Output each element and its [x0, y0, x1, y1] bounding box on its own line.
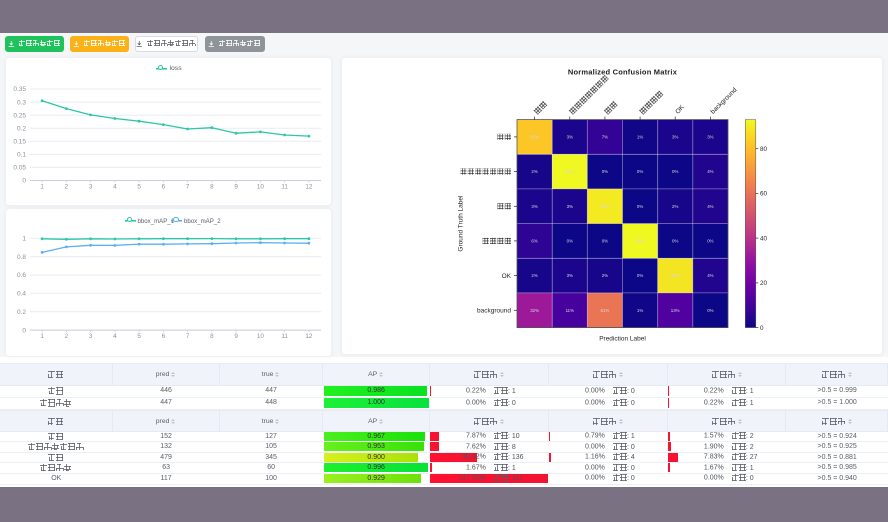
svg-text:0.2: 0.2 [17, 125, 26, 132]
svg-text:61%: 61% [601, 308, 610, 313]
svg-text:0.15: 0.15 [13, 139, 26, 146]
svg-text:0%: 0% [672, 238, 678, 243]
svg-text:0.35: 0.35 [13, 86, 26, 93]
svg-text:background: background [477, 308, 511, 315]
svg-text:0%: 0% [707, 308, 713, 313]
svg-text:7: 7 [186, 333, 190, 340]
svg-text:4%: 4% [707, 169, 713, 174]
svg-text:93%: 93% [636, 238, 645, 243]
svg-text:3: 3 [89, 333, 93, 340]
svg-text:3%: 3% [707, 134, 713, 139]
svg-text:2%: 2% [531, 273, 537, 278]
svg-text:12: 12 [305, 183, 313, 190]
svg-text:0.25: 0.25 [13, 112, 26, 119]
svg-text:3%: 3% [567, 204, 573, 209]
svg-text:10: 10 [257, 333, 265, 340]
svg-text:0.1: 0.1 [17, 152, 26, 159]
svg-text:2: 2 [65, 333, 69, 340]
svg-text:8: 8 [210, 183, 214, 190]
svg-text:1%: 1% [637, 308, 643, 313]
svg-text:0: 0 [22, 327, 26, 334]
svg-text:0.2: 0.2 [17, 309, 26, 316]
svg-text:0.8: 0.8 [17, 254, 26, 261]
svg-text:1: 1 [40, 183, 44, 190]
svg-text:background: background [709, 86, 738, 115]
svg-text:0%: 0% [602, 169, 608, 174]
svg-text:4: 4 [113, 333, 117, 340]
svg-text:80: 80 [760, 146, 768, 153]
svg-text:82%: 82% [530, 134, 539, 139]
svg-text:0.4: 0.4 [17, 291, 26, 298]
svg-text:0%: 0% [637, 169, 643, 174]
svg-text:1%: 1% [637, 134, 643, 139]
svg-text:5: 5 [137, 333, 141, 340]
svg-text:5: 5 [137, 183, 141, 190]
svg-text:2: 2 [65, 183, 69, 190]
svg-text:0: 0 [22, 178, 26, 185]
svg-text:0%: 0% [567, 238, 573, 243]
svg-text:13%: 13% [671, 308, 680, 313]
svg-text:6: 6 [162, 183, 166, 190]
svg-text:4%: 4% [707, 204, 713, 209]
svg-text:3%: 3% [531, 204, 537, 209]
svg-text:6%: 6% [531, 238, 537, 243]
svg-text:9: 9 [234, 333, 238, 340]
svg-text:40: 40 [760, 235, 768, 242]
svg-text:0%: 0% [637, 204, 643, 209]
svg-text:32%: 32% [530, 308, 539, 313]
svg-text:10: 10 [257, 183, 265, 190]
svg-text:Normalized Confusion Matrix: Normalized Confusion Matrix [568, 68, 678, 77]
svg-text:OK: OK [674, 104, 686, 116]
svg-text:2%: 2% [531, 169, 537, 174]
svg-text:89%: 89% [671, 273, 680, 278]
svg-text:2%: 2% [602, 273, 608, 278]
svg-text:93%: 93% [565, 169, 574, 174]
svg-text:3: 3 [89, 183, 93, 190]
svg-text:OK: OK [502, 273, 512, 280]
svg-text:60: 60 [760, 191, 768, 198]
svg-text:12: 12 [305, 333, 313, 340]
svg-text:9: 9 [234, 183, 238, 190]
svg-text:8: 8 [210, 333, 214, 340]
svg-text:0%: 0% [672, 169, 678, 174]
svg-text:Ground Truth Label: Ground Truth Label [458, 195, 465, 252]
svg-text:1: 1 [40, 333, 44, 340]
svg-text:7: 7 [186, 183, 190, 190]
svg-text:11%: 11% [566, 308, 575, 313]
svg-text:0.3: 0.3 [17, 99, 26, 106]
svg-text:4: 4 [113, 183, 117, 190]
svg-text:0: 0 [760, 325, 764, 332]
svg-text:0%: 0% [707, 238, 713, 243]
svg-text:3%: 3% [672, 134, 678, 139]
svg-text:0%: 0% [637, 273, 643, 278]
svg-text:11: 11 [281, 183, 288, 190]
svg-text:Prediction Label: Prediction Label [599, 336, 646, 343]
svg-text:7%: 7% [602, 134, 608, 139]
svg-text:2%: 2% [672, 204, 678, 209]
svg-text:0.6: 0.6 [17, 272, 26, 279]
svg-text:4%: 4% [707, 273, 713, 278]
svg-text:0.05: 0.05 [13, 165, 26, 172]
svg-text:0%: 0% [602, 238, 608, 243]
svg-text:6: 6 [162, 333, 166, 340]
svg-text:3%: 3% [567, 273, 573, 278]
svg-text:3%: 3% [567, 134, 573, 139]
svg-text:90%: 90% [601, 204, 610, 209]
svg-text:11: 11 [281, 333, 288, 340]
svg-text:1: 1 [22, 235, 26, 242]
svg-text:20: 20 [760, 280, 768, 287]
